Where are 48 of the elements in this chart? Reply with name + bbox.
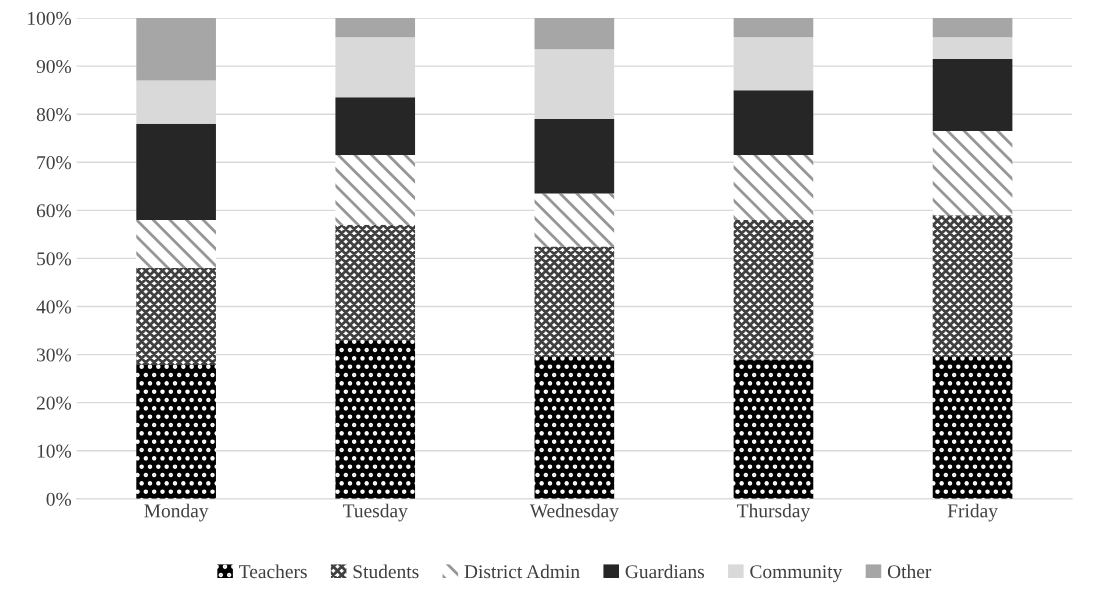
bar xyxy=(534,193,615,247)
legend-label: Students xyxy=(353,564,419,579)
legend-label: Teachers xyxy=(239,564,307,579)
x-tick-label: Tuesday xyxy=(343,503,408,522)
bar xyxy=(932,58,1013,132)
bar xyxy=(932,37,1013,59)
legend-label: District Admin xyxy=(464,564,580,579)
bar xyxy=(733,219,814,360)
x-tick-label: Wednesday xyxy=(529,503,619,522)
bar xyxy=(733,155,814,220)
bar xyxy=(136,18,216,81)
bar xyxy=(534,356,615,499)
y-tick-label: 100% xyxy=(28,11,72,26)
y-tick-label: 50% xyxy=(37,252,72,266)
bar xyxy=(932,18,1013,38)
y-tick-label: 80% xyxy=(36,108,72,122)
x-tick-label: Monday xyxy=(144,503,209,522)
bar xyxy=(335,18,416,38)
bar xyxy=(335,97,416,156)
bar xyxy=(136,219,216,269)
y-tick-label: 60% xyxy=(36,204,72,218)
bar xyxy=(733,359,814,499)
y-tick-label: 20% xyxy=(36,396,72,410)
bar xyxy=(733,90,814,156)
bar xyxy=(136,268,216,365)
bar xyxy=(335,340,416,499)
x-tick-label: Friday xyxy=(947,503,998,522)
legend-label: Guardians xyxy=(625,564,705,579)
bar xyxy=(932,356,1013,499)
x-tick-label: Thursday xyxy=(737,503,811,522)
bar xyxy=(932,131,1013,216)
y-tick-label: 30% xyxy=(37,348,72,362)
y-tick-label: 90% xyxy=(36,59,72,74)
legend-label: Community xyxy=(750,565,843,583)
y-tick-label: 40% xyxy=(36,300,72,314)
bar xyxy=(534,246,615,357)
bar xyxy=(534,18,615,50)
y-tick-label: 0% xyxy=(46,492,72,506)
bar xyxy=(733,18,814,38)
y-tick-label: 10% xyxy=(37,444,72,458)
legend-label: Other xyxy=(887,564,932,579)
bar xyxy=(136,364,216,499)
bar xyxy=(136,123,216,220)
bar xyxy=(335,155,416,225)
bar xyxy=(534,119,615,194)
bar xyxy=(335,224,416,341)
y-tick-label: 70% xyxy=(37,156,72,170)
bar xyxy=(932,215,1013,357)
